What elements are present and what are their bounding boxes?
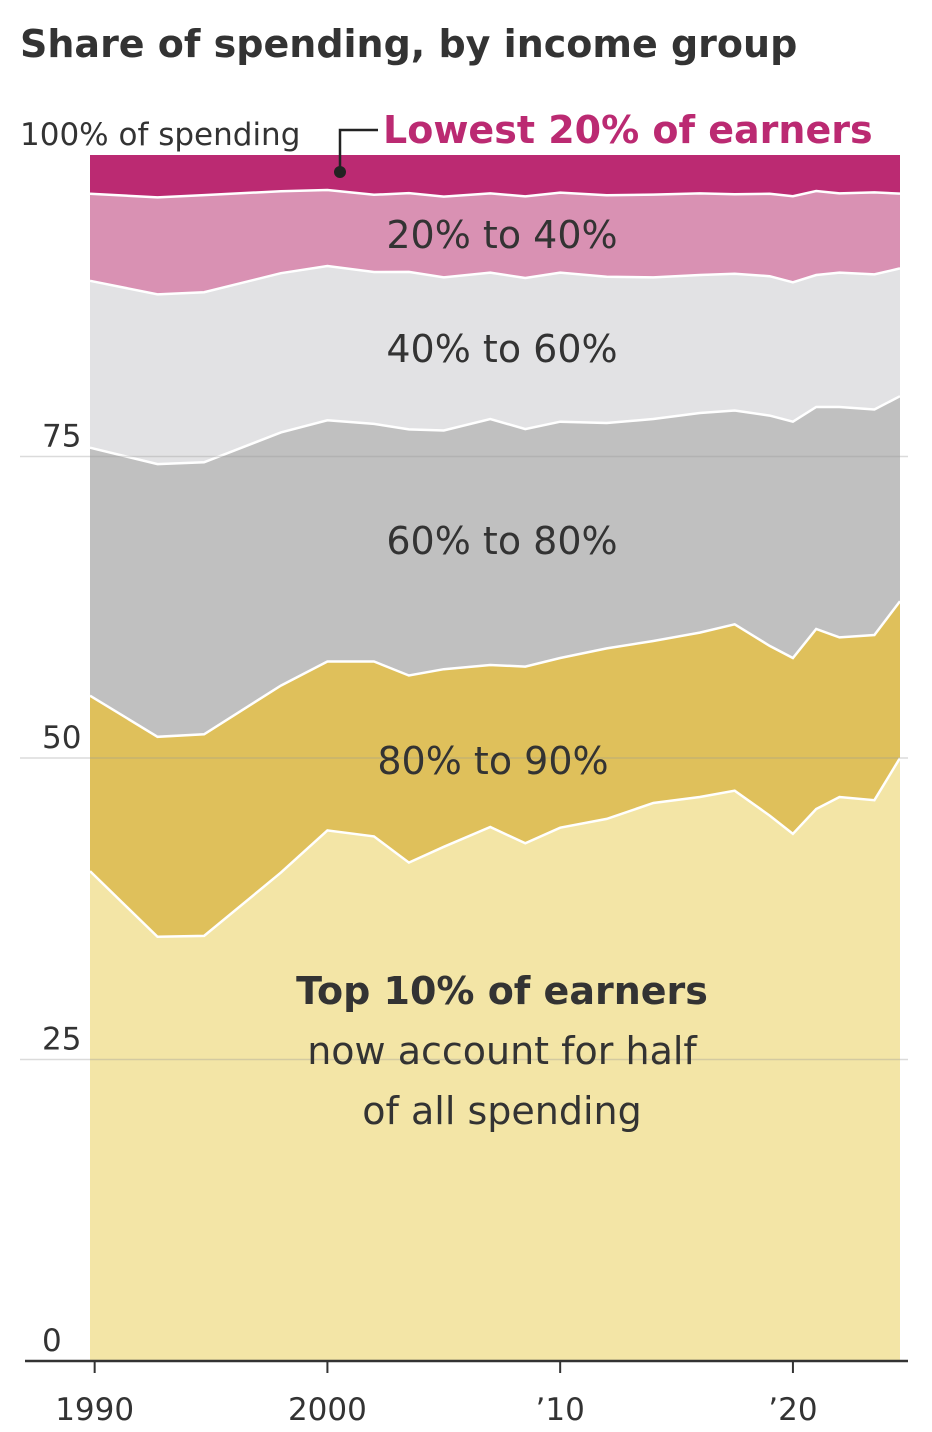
y-tick-label-50: 50	[42, 720, 81, 756]
area-60-to-80	[90, 396, 900, 737]
y-tick-label-75: 75	[42, 419, 81, 455]
top-10-annotation-line-2: now account for half	[307, 1029, 698, 1073]
band-boundary-line	[89, 757, 902, 939]
stacked-areas	[89, 155, 902, 1361]
area-lowest-20-of-earners	[90, 155, 900, 198]
area-20-to-40	[90, 190, 900, 295]
band-label-20-40: 20% to 40%	[386, 213, 617, 257]
lowest-band-leader-line	[338, 128, 378, 172]
band-label-80-90: 80% to 90%	[377, 739, 608, 783]
band-boundary-line	[89, 395, 901, 466]
y-axis-top-label: 100% of spending	[20, 117, 300, 153]
area-80-to-90	[90, 601, 900, 937]
y-tick-labels: 0 25 50 75	[42, 419, 81, 1360]
x-tick-labels: 1990 2000 ’10 ’20	[55, 1361, 818, 1428]
y-tick-label-0: 0	[42, 1323, 62, 1359]
lowest-band-label: Lowest 20% of earners	[383, 108, 873, 152]
x-tick-label-1990: 1990	[55, 1392, 134, 1428]
area-40-to-60	[90, 266, 900, 465]
x-tick-label-2000: 2000	[288, 1392, 367, 1428]
band-label-60-80: 60% to 80%	[386, 519, 617, 563]
band-boundary-line	[89, 600, 901, 739]
top-10-label: Top 10% of earners	[296, 969, 708, 1013]
band-label-40-60: 40% to 60%	[386, 327, 617, 371]
lowest-band-marker	[334, 166, 346, 178]
top-10-annotation-line-3: of all spending	[362, 1089, 641, 1133]
gridlines	[20, 455, 908, 1061]
chart-title: Share of spending, by income group	[20, 22, 797, 66]
band-boundary-line	[89, 264, 901, 296]
x-tick-label-2020: ’20	[768, 1392, 817, 1428]
band-boundary-line	[89, 188, 901, 199]
area-top-10-of-earners	[90, 758, 900, 1361]
x-tick-label-2010: ’10	[536, 1392, 585, 1428]
y-tick-label-25: 25	[42, 1022, 81, 1058]
